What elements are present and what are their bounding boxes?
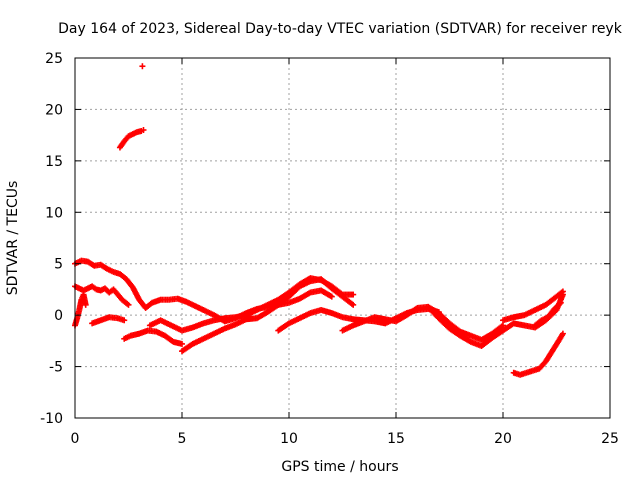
x-tick-label: 0 — [71, 431, 80, 447]
data-point — [559, 330, 566, 337]
x-tick-label: 15 — [387, 431, 405, 447]
plot-frame — [74, 57, 611, 419]
y-axis-label: SDTVAR / TECUs — [5, 181, 21, 296]
data-point — [350, 301, 357, 308]
y-tick-label: 10 — [45, 205, 63, 221]
data-point — [328, 293, 335, 300]
axis-ticks: 0 5 10 15 20 25 -10 -5 0 5 10 15 20 25 — [40, 51, 619, 447]
data-point — [125, 301, 132, 308]
x-tick-label: 25 — [601, 431, 619, 447]
data-point — [556, 300, 563, 307]
x-tick-label: 10 — [280, 431, 298, 447]
data-point — [557, 299, 564, 306]
data-point — [179, 340, 185, 347]
y-tick-label: 25 — [45, 51, 63, 67]
data-point — [350, 291, 357, 298]
x-axis-label: GPS time / hours — [281, 459, 398, 475]
grid — [75, 58, 610, 418]
y-tick-label: 15 — [45, 154, 63, 170]
data-point — [500, 322, 506, 329]
x-tick-label: 5 — [178, 431, 187, 447]
data-point — [140, 127, 147, 133]
data-points — [72, 63, 566, 378]
data-point — [559, 288, 566, 295]
y-tick-label: -10 — [40, 411, 63, 427]
y-tick-label: 20 — [45, 102, 63, 118]
data-point — [139, 63, 146, 70]
y-tick-label: 5 — [54, 257, 63, 273]
y-tick-label: 0 — [54, 308, 63, 324]
data-point — [82, 301, 89, 308]
y-tick-label: -5 — [49, 360, 63, 376]
x-tick-label: 20 — [494, 431, 512, 447]
data-point — [121, 317, 128, 324]
chart-title: Day 164 of 2023, Sidereal Day-to-day VTE… — [58, 21, 623, 37]
